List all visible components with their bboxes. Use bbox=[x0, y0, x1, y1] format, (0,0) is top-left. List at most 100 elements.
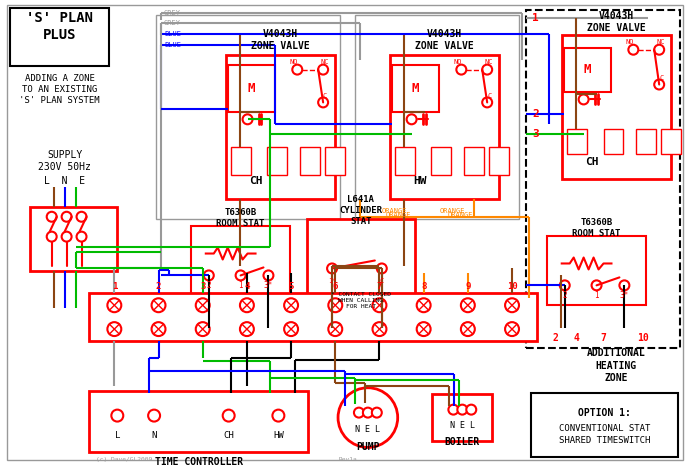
Text: 8: 8 bbox=[421, 282, 426, 291]
Bar bbox=[431, 147, 451, 175]
Circle shape bbox=[461, 298, 475, 312]
Circle shape bbox=[456, 65, 466, 74]
Text: ORANGE: ORANGE bbox=[440, 208, 465, 214]
Circle shape bbox=[363, 408, 373, 417]
Circle shape bbox=[327, 263, 337, 273]
Circle shape bbox=[77, 232, 86, 241]
Text: 3: 3 bbox=[200, 282, 206, 291]
Text: N: N bbox=[151, 431, 157, 440]
Circle shape bbox=[243, 114, 253, 124]
Circle shape bbox=[505, 322, 519, 336]
Circle shape bbox=[461, 322, 475, 336]
Text: 2: 2 bbox=[553, 333, 559, 343]
Text: 2: 2 bbox=[156, 282, 161, 291]
Text: N E L: N E L bbox=[355, 425, 380, 434]
Text: CH: CH bbox=[585, 157, 598, 167]
Circle shape bbox=[196, 322, 210, 336]
Circle shape bbox=[377, 263, 387, 273]
Text: TIME CONTROLLER: TIME CONTROLLER bbox=[155, 457, 243, 468]
Circle shape bbox=[61, 212, 72, 222]
Text: 1: 1 bbox=[112, 282, 117, 291]
Bar bbox=[10, 8, 109, 66]
Circle shape bbox=[264, 271, 273, 280]
Bar bbox=[433, 394, 492, 441]
Circle shape bbox=[620, 280, 629, 290]
Circle shape bbox=[354, 408, 364, 417]
Bar bbox=[636, 129, 656, 154]
Circle shape bbox=[77, 212, 86, 222]
Bar bbox=[547, 235, 647, 305]
Text: V4043H
ZONE VALVE: V4043H ZONE VALVE bbox=[251, 29, 310, 51]
Circle shape bbox=[591, 280, 602, 290]
Text: 7: 7 bbox=[600, 333, 607, 343]
Text: BLUE: BLUE bbox=[164, 42, 181, 48]
Text: HW: HW bbox=[273, 431, 284, 440]
Text: BLUE: BLUE bbox=[164, 31, 181, 37]
Text: BOILER: BOILER bbox=[444, 438, 480, 447]
Bar bbox=[564, 48, 611, 93]
Bar bbox=[90, 293, 537, 341]
Text: 7: 7 bbox=[377, 282, 382, 291]
Text: T6360B
ROOM STAT: T6360B ROOM STAT bbox=[217, 208, 265, 228]
Text: T6360B
ROOM STAT: T6360B ROOM STAT bbox=[573, 218, 621, 238]
Text: SUPPLY
230V 50Hz: SUPPLY 230V 50Hz bbox=[38, 150, 91, 172]
Text: M: M bbox=[412, 82, 420, 95]
Text: NC: NC bbox=[657, 39, 665, 45]
Circle shape bbox=[373, 322, 386, 336]
Text: NO: NO bbox=[625, 39, 633, 45]
Text: * CONTACT CLOSED
WHEN CALLING
FOR HEAT: * CONTACT CLOSED WHEN CALLING FOR HEAT bbox=[331, 292, 391, 309]
Circle shape bbox=[111, 410, 124, 422]
Circle shape bbox=[47, 232, 57, 241]
Circle shape bbox=[579, 95, 589, 104]
Circle shape bbox=[406, 114, 417, 124]
Circle shape bbox=[240, 322, 254, 336]
Bar bbox=[395, 147, 415, 175]
Circle shape bbox=[417, 322, 431, 336]
Bar bbox=[566, 129, 586, 154]
Text: C: C bbox=[659, 74, 663, 80]
Text: Rev1a: Rev1a bbox=[339, 457, 357, 462]
Circle shape bbox=[482, 65, 492, 74]
Bar bbox=[464, 147, 484, 175]
Text: OPTION 1:: OPTION 1: bbox=[578, 408, 631, 417]
Circle shape bbox=[654, 80, 664, 89]
Text: M: M bbox=[584, 63, 591, 76]
Text: L641A
CYLINDER
STAT: L641A CYLINDER STAT bbox=[339, 195, 382, 227]
Text: M: M bbox=[248, 82, 255, 95]
Text: CONVENTIONAL STAT
SHARED TIMESWITCH: CONVENTIONAL STAT SHARED TIMESWITCH bbox=[559, 424, 650, 445]
Text: NC: NC bbox=[485, 58, 493, 65]
Circle shape bbox=[47, 212, 57, 222]
Bar bbox=[156, 15, 340, 219]
Circle shape bbox=[235, 271, 246, 280]
Circle shape bbox=[223, 410, 235, 422]
Text: HW: HW bbox=[413, 176, 426, 186]
Circle shape bbox=[284, 298, 298, 312]
Text: L  N  E: L N E bbox=[44, 176, 85, 186]
Text: C: C bbox=[380, 278, 384, 285]
Text: 1: 1 bbox=[594, 291, 599, 300]
Circle shape bbox=[108, 298, 121, 312]
Text: 2: 2 bbox=[532, 110, 539, 119]
Circle shape bbox=[240, 298, 254, 312]
Text: GREY: GREY bbox=[164, 10, 181, 16]
Circle shape bbox=[196, 298, 210, 312]
Text: 6: 6 bbox=[333, 282, 338, 291]
Text: 10: 10 bbox=[638, 333, 649, 343]
Text: 1*: 1* bbox=[328, 278, 336, 285]
Text: ADDING A ZONE
TO AN EXISTING
'S' PLAN SYSTEM: ADDING A ZONE TO AN EXISTING 'S' PLAN SY… bbox=[19, 74, 100, 105]
Bar bbox=[489, 147, 509, 175]
Text: GREY: GREY bbox=[164, 20, 181, 26]
Bar bbox=[228, 65, 275, 112]
Bar bbox=[307, 219, 415, 328]
Text: 'S' PLAN
PLUS: 'S' PLAN PLUS bbox=[26, 11, 93, 43]
Circle shape bbox=[152, 298, 166, 312]
Bar bbox=[661, 129, 681, 154]
Circle shape bbox=[466, 405, 476, 415]
Text: ORANGE: ORANGE bbox=[386, 212, 411, 218]
Circle shape bbox=[417, 298, 431, 312]
Bar bbox=[268, 147, 287, 175]
Text: 1: 1 bbox=[238, 281, 243, 290]
Circle shape bbox=[108, 322, 121, 336]
Circle shape bbox=[457, 405, 467, 415]
Circle shape bbox=[338, 388, 397, 447]
